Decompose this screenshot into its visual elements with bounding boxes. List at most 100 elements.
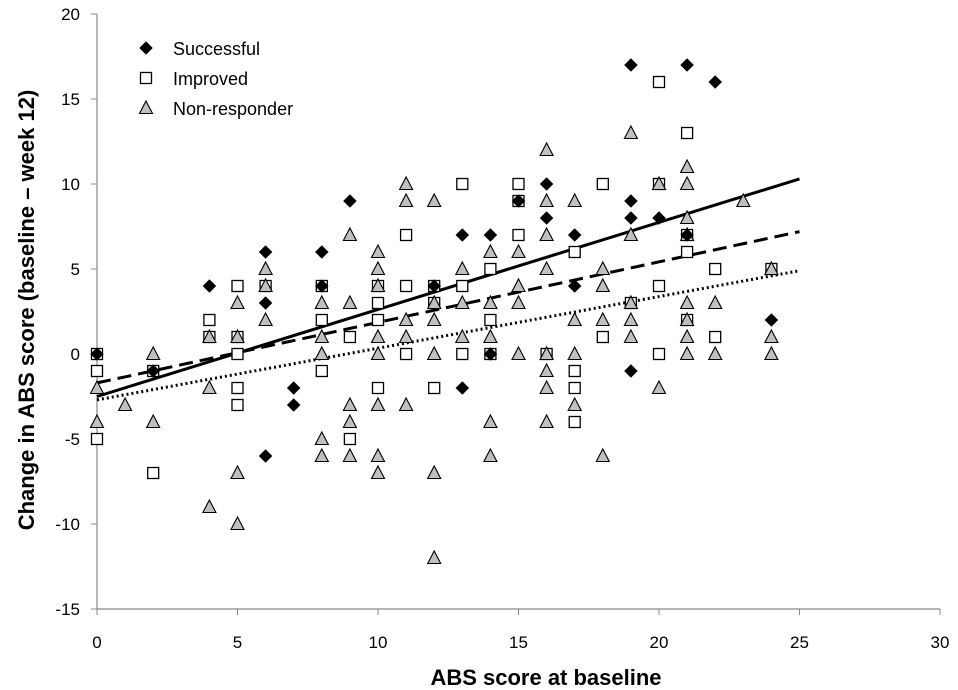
data-point-diamond	[258, 449, 273, 463]
data-point-triangle	[258, 277, 274, 293]
data-point-triangle	[651, 379, 667, 395]
data-point-triangle	[454, 328, 470, 344]
data-point-triangle	[201, 379, 217, 395]
data-point-triangle	[623, 328, 639, 344]
trendlines	[96, 177, 800, 402]
data-point-square	[709, 262, 722, 276]
data-point-triangle	[370, 345, 386, 361]
trendline-dotted	[96, 269, 800, 402]
data-point-square	[343, 330, 357, 344]
data-point-diamond	[708, 75, 723, 89]
y-tick-label: -10	[55, 515, 80, 534]
data-point-diamond	[539, 177, 554, 191]
data-point-square	[484, 313, 497, 327]
data-point-triangle	[117, 396, 133, 412]
x-tick-label: 0	[92, 633, 101, 652]
axes: 0 5 10 15 20 25 30 -15 -10 -5 0 5 10 15 20	[55, 5, 949, 652]
data-point-triangle	[145, 413, 161, 429]
data-point-square	[371, 381, 385, 395]
data-point-triangle	[539, 345, 555, 361]
data-point-square	[315, 313, 328, 327]
data-point-triangle	[679, 175, 695, 191]
data-point-square	[456, 279, 469, 293]
data-point-triangle	[623, 311, 639, 327]
trendline-dashed	[96, 230, 800, 385]
data-point-triangle	[398, 396, 414, 412]
x-tick-label: 25	[790, 633, 809, 652]
data-point-triangle	[398, 175, 414, 191]
data-point-triangle	[370, 277, 386, 293]
data-point-diamond	[624, 211, 638, 225]
legend-label: Improved	[173, 69, 248, 89]
y-tick-label: 10	[61, 175, 80, 194]
data-point-triangle	[763, 345, 779, 361]
data-point-square	[709, 330, 722, 344]
data-point-triangle	[370, 260, 386, 276]
data-point-triangle	[623, 294, 639, 310]
data-point-triangle	[398, 192, 414, 208]
data-point-triangle	[370, 243, 386, 259]
data-point-triangle	[511, 345, 526, 361]
data-point-triangle	[567, 192, 583, 208]
data-point-triangle	[258, 311, 274, 327]
x-tick-label: 20	[650, 633, 669, 652]
data-point-triangle	[539, 362, 555, 378]
data-point-square	[680, 126, 694, 140]
series-square	[90, 75, 778, 480]
data-point-triangle	[342, 447, 358, 463]
legend-marker-diamond	[139, 41, 153, 55]
data-point-triangle	[230, 328, 245, 344]
data-point-triangle	[623, 124, 639, 140]
data-point-diamond	[764, 313, 779, 327]
data-point-triangle	[314, 430, 330, 446]
data-point-triangle	[511, 294, 526, 310]
data-point-square	[231, 347, 244, 361]
data-point-triangle	[145, 345, 161, 361]
data-point-triangle	[623, 226, 639, 242]
data-point-square	[680, 245, 694, 259]
data-point-diamond	[539, 211, 554, 225]
data-point-square	[568, 364, 581, 378]
y-tick-label: 5	[71, 260, 80, 279]
data-point-triangle	[426, 192, 442, 208]
data-point-triangle	[679, 209, 695, 225]
data-point-diamond	[455, 228, 470, 242]
data-point-triangle	[230, 515, 245, 531]
data-point-square	[428, 381, 441, 395]
data-point-triangle	[201, 498, 217, 514]
data-point-triangle	[370, 328, 386, 344]
data-point-square	[343, 432, 357, 446]
data-point-diamond	[427, 279, 442, 293]
data-point-triangle	[342, 226, 358, 242]
y-axis-title: Change in ABS score (baseline – week 12)	[14, 90, 39, 531]
data-point-square	[456, 347, 469, 361]
legend-label: Non-responder	[173, 99, 293, 119]
data-point-triangle	[370, 464, 386, 480]
trendline-solid	[96, 177, 800, 398]
data-point-square	[371, 296, 385, 310]
data-point-triangle	[482, 328, 498, 344]
data-point-triangle	[763, 260, 779, 276]
data-point-diamond	[624, 194, 638, 208]
data-point-triangle	[735, 192, 751, 208]
data-point-triangle	[651, 175, 667, 191]
data-point-triangle	[426, 345, 442, 361]
data-point-triangle	[679, 311, 695, 327]
data-point-triangle	[342, 396, 358, 412]
data-point-triangle	[230, 464, 245, 480]
data-point-square	[399, 279, 413, 293]
x-tick-label: 15	[509, 633, 528, 652]
data-point-square	[596, 177, 609, 191]
data-point-diamond	[314, 279, 329, 293]
data-point-triangle	[567, 396, 583, 412]
data-point-diamond	[567, 279, 582, 293]
data-point-triangle	[370, 396, 386, 412]
data-point-triangle	[426, 294, 442, 310]
data-point-diamond	[624, 364, 638, 378]
data-point-triangle	[763, 328, 779, 344]
data-point-diamond	[286, 381, 301, 395]
data-point-triangle	[539, 379, 555, 395]
series-triangle	[89, 124, 779, 565]
data-point-diamond	[314, 245, 329, 259]
data-point-diamond	[455, 381, 470, 395]
